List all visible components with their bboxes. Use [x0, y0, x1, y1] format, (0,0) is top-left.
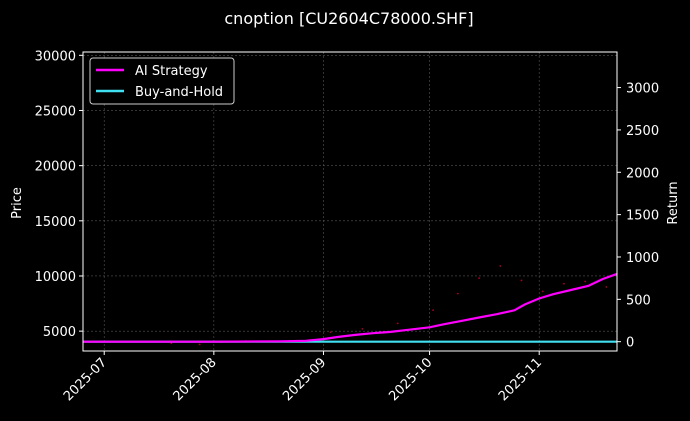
y-left-tick-label: 5000: [43, 325, 76, 340]
price-point: [605, 286, 608, 288]
series-lines: [83, 272, 617, 343]
y-axis-left-label: Price: [10, 187, 25, 219]
y-left-tick-label: 15000: [35, 215, 76, 230]
legend-label-buy-and-hold: Buy-and-Hold: [135, 85, 223, 100]
price-point: [396, 322, 399, 325]
y-right-tick-label: 0: [626, 336, 634, 351]
grid-lines: [83, 52, 617, 351]
price-point: [584, 280, 587, 283]
legend-box: [89, 57, 235, 105]
legend-label-ai-strategy: AI Strategy: [135, 64, 208, 79]
price-point: [170, 342, 173, 345]
y-left-tick-label: 20000: [35, 160, 76, 175]
price-point: [432, 309, 435, 312]
series-line-ai-strategy: [83, 272, 617, 343]
y-left-tick-label: 25000: [35, 104, 76, 119]
y-right-tick-label: 1500: [626, 209, 659, 224]
y-right-tick-label: 500: [626, 293, 651, 308]
y-right-tick-label: 2500: [626, 124, 659, 139]
y-left-tick-label: 10000: [35, 270, 76, 285]
y-axis-right-label: Return: [666, 181, 681, 224]
y-right-tick-label: 2000: [626, 166, 659, 181]
price-point: [361, 328, 364, 330]
price-point: [329, 331, 332, 334]
price-point: [456, 292, 459, 295]
price-point: [541, 290, 544, 293]
price-point: [520, 279, 523, 282]
y-axis-left: 5000 10000 15000 20000 25000 30000: [35, 49, 83, 340]
y-right-tick-label: 1000: [626, 251, 659, 266]
price-point: [198, 343, 201, 346]
y-right-tick-label: 3000: [626, 82, 659, 97]
price-point: [499, 265, 502, 267]
plot-frame: [82, 51, 618, 352]
y-left-tick-label: 30000: [35, 49, 76, 64]
y-axis-right: 0 500 1000 1500 2000 2500 3000: [617, 82, 659, 351]
chart-title: cnoption [CU2604C78000.SHF]: [224, 9, 473, 28]
price-point: [563, 282, 565, 285]
legend: AI Strategy Buy-and-Hold: [89, 57, 235, 105]
price-point: [478, 277, 480, 280]
